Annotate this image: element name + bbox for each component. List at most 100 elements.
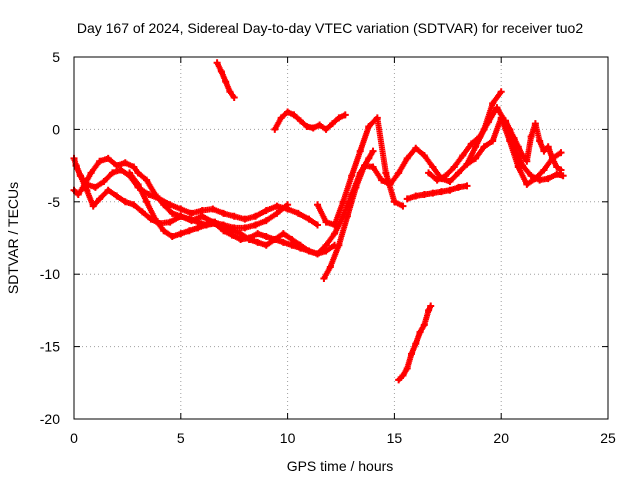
data-point — [108, 169, 116, 177]
data-point — [113, 192, 121, 200]
data-point — [510, 134, 518, 142]
data-point — [326, 263, 334, 271]
data-point — [177, 212, 185, 220]
data-point — [168, 209, 176, 217]
data-point — [472, 143, 480, 151]
data-point — [463, 182, 471, 190]
y-tick-label: 0 — [52, 121, 60, 137]
data-point — [262, 217, 270, 225]
series-track-i — [395, 302, 435, 384]
data-point — [96, 157, 104, 165]
data-point — [331, 230, 339, 238]
data-point — [237, 235, 245, 243]
data-point — [288, 241, 296, 249]
data-point — [126, 169, 134, 177]
data-point — [151, 191, 159, 199]
data-point — [420, 191, 428, 199]
data-point — [121, 159, 129, 167]
data-point — [262, 241, 270, 249]
series-trail — [71, 155, 338, 257]
data-point — [87, 169, 95, 177]
data-point — [177, 230, 185, 238]
data-point — [489, 137, 497, 145]
data-point — [89, 202, 97, 210]
data-point — [303, 123, 311, 131]
data-point — [403, 364, 411, 372]
x-tick-label: 0 — [70, 430, 78, 446]
data-point — [262, 206, 270, 214]
data-point — [497, 114, 505, 122]
data-point — [74, 191, 82, 199]
data-point — [446, 178, 454, 186]
data-point — [420, 151, 428, 159]
x-tick-labels: 0 5 10 15 20 25 — [70, 430, 616, 446]
series-track-d — [126, 147, 377, 258]
data-point — [296, 244, 304, 252]
data-point — [557, 149, 565, 157]
data-point — [331, 221, 339, 229]
data-point — [284, 201, 292, 209]
data-point — [145, 191, 153, 199]
data-point — [403, 195, 411, 203]
data-point — [335, 241, 343, 249]
data-point — [559, 172, 567, 180]
data-point — [143, 176, 151, 184]
series-trail — [73, 162, 291, 231]
data-point — [369, 147, 377, 155]
series-trail — [404, 182, 471, 202]
data-point — [365, 154, 373, 162]
data-point — [76, 172, 84, 180]
data-point — [271, 125, 279, 133]
data-point — [151, 215, 159, 223]
x-tick-label: 25 — [600, 430, 616, 446]
plot-frame — [73, 56, 609, 420]
data-point — [446, 186, 454, 194]
data-point — [360, 162, 368, 170]
series-track-e — [213, 59, 238, 102]
data-point — [305, 247, 313, 255]
data-point — [279, 230, 287, 238]
data-point — [143, 198, 151, 206]
data-point — [557, 166, 565, 174]
data-point — [403, 154, 411, 162]
data-point — [217, 67, 225, 75]
data-point — [309, 124, 317, 132]
x-tick-label: 20 — [493, 430, 509, 446]
data-point — [429, 189, 437, 197]
data-point — [352, 183, 360, 191]
data-point — [536, 137, 544, 145]
data-point — [185, 227, 193, 235]
data-point — [294, 209, 302, 217]
data-point — [284, 108, 292, 116]
data-point — [83, 186, 91, 194]
data-point — [296, 117, 304, 125]
data-point — [484, 118, 492, 126]
data-point — [226, 88, 234, 96]
x-tick-label: 10 — [280, 430, 296, 446]
y-tick-label: 5 — [52, 49, 60, 65]
data-point — [497, 88, 505, 96]
data-point — [209, 205, 217, 213]
data-point — [412, 192, 420, 200]
data-point — [390, 198, 398, 206]
series-track-f — [271, 108, 349, 133]
data-point — [134, 169, 142, 177]
series-track-h — [314, 114, 407, 229]
data-point — [412, 340, 420, 348]
data-point — [420, 321, 428, 329]
data-point — [467, 140, 475, 148]
data-point — [369, 163, 377, 171]
data-point — [245, 234, 253, 242]
y-tick-label: -5 — [48, 194, 61, 210]
x-tick-label: 15 — [387, 430, 403, 446]
chart-title: Day 167 of 2024, Sidereal Day-to-day VTE… — [77, 20, 584, 36]
data-point — [335, 114, 343, 122]
data-point — [328, 120, 336, 128]
data-point — [220, 209, 228, 217]
data-point — [91, 183, 99, 191]
data-point — [241, 215, 249, 223]
data-point — [427, 302, 435, 310]
data-point — [160, 227, 168, 235]
data-point — [254, 230, 262, 238]
data-point — [166, 201, 174, 209]
